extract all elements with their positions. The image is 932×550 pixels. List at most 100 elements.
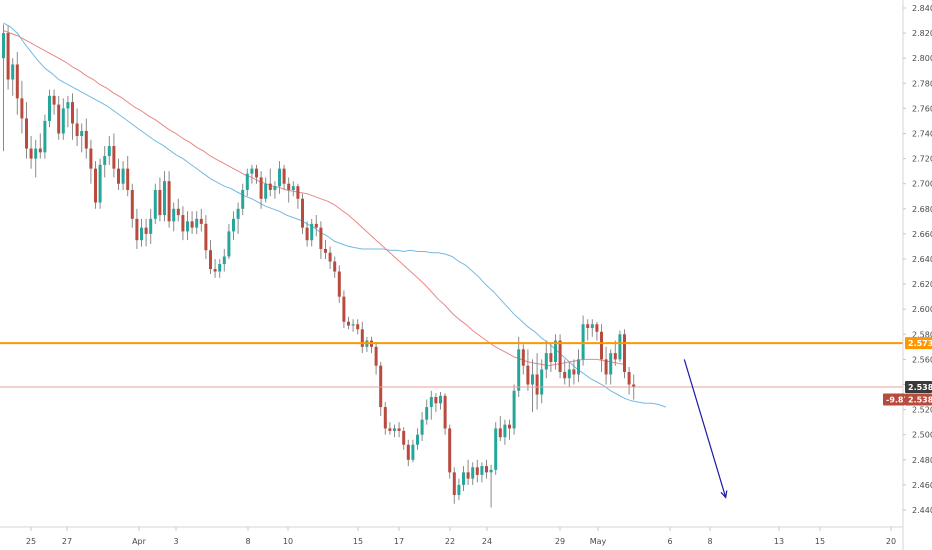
- candle: [535, 353, 539, 410]
- candle-body: [103, 156, 107, 165]
- candle: [25, 102, 28, 159]
- candle: [439, 392, 442, 410]
- candle: [209, 240, 212, 275]
- candle-body: [581, 324, 585, 360]
- candle-body: [291, 186, 295, 190]
- candle: [388, 422, 392, 435]
- x-tick-label: 3: [173, 537, 178, 546]
- candle: [84, 118, 88, 159]
- candle-body: [287, 183, 291, 190]
- candle-body: [163, 181, 166, 216]
- y-tick-label: 2.580: [912, 330, 932, 339]
- candle: [540, 359, 544, 404]
- y-tick-label: 2.740: [912, 130, 932, 139]
- change-percent-badge-bg: [883, 393, 905, 406]
- candle: [43, 114, 47, 159]
- candle: [448, 424, 452, 479]
- price-axis[interactable]: 2.4402.4602.4802.5002.5202.5402.5602.580…: [903, 4, 932, 515]
- x-tick-label: May: [590, 537, 607, 546]
- candle: [130, 183, 134, 228]
- candle-body: [245, 173, 249, 190]
- candle-body: [310, 223, 314, 241]
- candle-body: [264, 183, 268, 199]
- candle-body: [48, 95, 51, 121]
- candle: [255, 164, 258, 184]
- candle: [324, 240, 327, 259]
- x-tick-label: 17: [394, 537, 404, 546]
- candle-body: [388, 428, 392, 431]
- y-tick-label: 2.780: [912, 79, 932, 88]
- candle-body: [324, 248, 327, 253]
- candle-body: [535, 374, 539, 395]
- candle: [181, 206, 185, 241]
- candle: [360, 321, 364, 354]
- candle: [475, 459, 479, 483]
- candle-body: [512, 390, 516, 429]
- candle-body: [425, 407, 429, 420]
- candle-body: [434, 397, 438, 404]
- horizontal-levels[interactable]: [0, 342, 903, 388]
- forecast-arrow[interactable]: [683, 359, 728, 499]
- candle: [347, 316, 350, 330]
- candle-body: [609, 353, 613, 375]
- candle-body: [218, 264, 222, 272]
- candle-body: [590, 324, 594, 329]
- y-tick-label: 2.440: [912, 506, 932, 515]
- candle-body: [526, 365, 530, 385]
- candle: [75, 108, 79, 147]
- y-tick-label: 2.600: [912, 305, 932, 314]
- candle-body: [94, 168, 97, 203]
- candle-body: [333, 261, 337, 272]
- x-tick-label: 24: [482, 537, 492, 546]
- y-tick-label: 2.560: [912, 355, 932, 364]
- candle-body: [448, 428, 452, 473]
- candle-body: [342, 296, 346, 322]
- candle-body: [268, 183, 272, 190]
- x-tick-label: 15: [815, 537, 825, 546]
- time-axis[interactable]: 25 27 Apr 3 8 10 15 17 22 24 29 May 6 8 13 15 20: [26, 527, 896, 546]
- candle-body: [227, 231, 231, 257]
- candle: [259, 171, 263, 209]
- candle: [558, 334, 562, 379]
- support-price-badge: 2.573: [905, 337, 932, 350]
- candle-body: [301, 198, 304, 228]
- candle-body: [618, 334, 622, 360]
- candle: [176, 198, 180, 222]
- candle: [393, 424, 396, 438]
- candle: [402, 427, 406, 450]
- candle: [204, 215, 208, 259]
- y-tick-label: 2.720: [912, 155, 932, 164]
- candle: [15, 51, 19, 115]
- candle-body: [181, 215, 185, 232]
- candle: [273, 181, 277, 199]
- candle: [291, 181, 295, 197]
- candle-body: [255, 168, 258, 178]
- candle: [57, 95, 61, 140]
- candle: [609, 349, 613, 385]
- y-tick-label: 2.840: [912, 4, 932, 13]
- candle: [383, 402, 387, 435]
- y-tick-label: 2.760: [912, 104, 932, 113]
- candle-body: [112, 146, 116, 169]
- candle-body: [420, 419, 424, 435]
- candle: [11, 58, 15, 96]
- candle: [232, 211, 235, 241]
- candle-body: [144, 227, 148, 234]
- candle: [89, 139, 93, 184]
- candle-body: [213, 269, 217, 272]
- candle: [305, 221, 309, 247]
- candle-body: [11, 64, 15, 80]
- candle-body: [595, 324, 599, 332]
- candle-body: [117, 168, 120, 184]
- candle: [462, 466, 465, 492]
- candle: [236, 202, 240, 234]
- y-tick-label: 2.640: [912, 255, 932, 264]
- candle-body: [383, 407, 387, 429]
- candle-body: [356, 324, 360, 330]
- y-tick-label: 2.700: [912, 180, 932, 189]
- candle: [328, 246, 332, 270]
- candle: [333, 256, 337, 278]
- candle: [222, 248, 226, 272]
